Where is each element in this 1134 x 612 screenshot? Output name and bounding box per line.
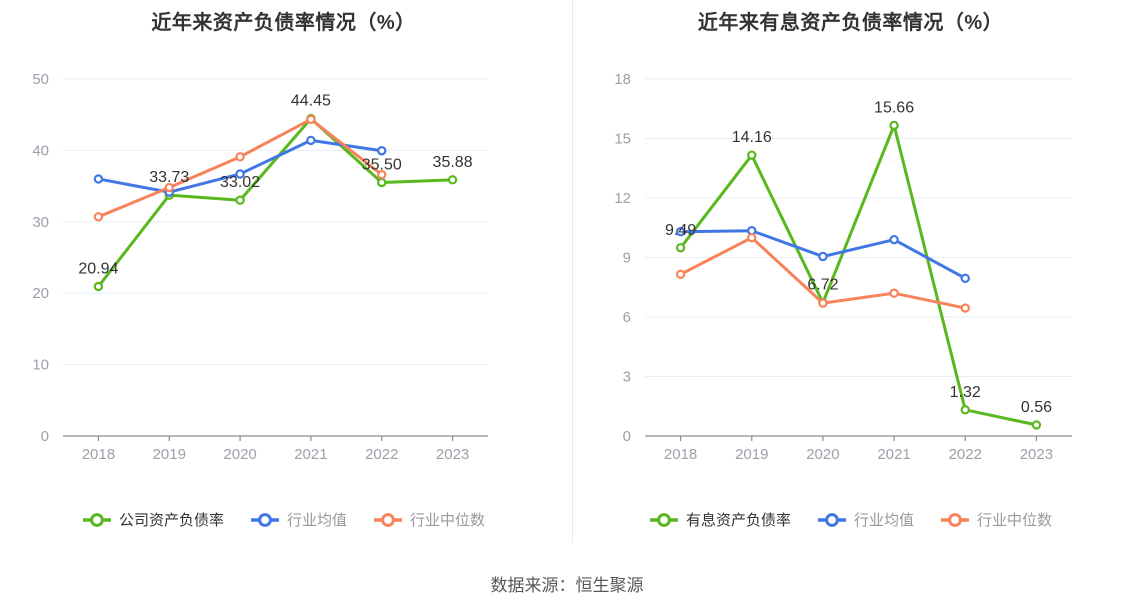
- svg-text:2019: 2019: [735, 446, 768, 463]
- line-marker-icon: [250, 512, 279, 527]
- data-source: 数据来源：恒生聚源: [490, 576, 644, 595]
- svg-text:9.49: 9.49: [665, 222, 696, 239]
- svg-text:0: 0: [623, 428, 631, 445]
- asset-liability-ratio-chart: 0 10 20 30 40 50 2018 2019 2020 2021 2022 2023 20.94…: [32, 71, 488, 463]
- svg-text:2023: 2023: [1020, 446, 1053, 463]
- svg-text:20.94: 20.94: [78, 260, 118, 277]
- legend-label: 公司资产负债率: [118, 512, 224, 529]
- svg-text:33.02: 33.02: [220, 174, 260, 191]
- legend-item-industry-average[interactable]: 行业均值: [250, 509, 347, 530]
- legend-item-interest-ratio[interactable]: 有息资产负债率: [649, 509, 791, 530]
- legend-item-industry-median[interactable]: 行业中位数: [940, 509, 1052, 530]
- svg-text:0: 0: [41, 428, 49, 445]
- svg-text:15.66: 15.66: [874, 99, 914, 116]
- legend-label: 行业中位数: [977, 512, 1053, 529]
- legend-item-industry-median[interactable]: 行业中位数: [373, 509, 485, 530]
- svg-text:2022: 2022: [949, 446, 982, 463]
- line-marker-icon: [649, 512, 678, 527]
- svg-text:2018: 2018: [82, 446, 115, 463]
- chart-legend-right: 有息资产负债率 行业均值 行业中位数: [567, 509, 1134, 530]
- svg-text:33.73: 33.73: [149, 169, 189, 186]
- svg-text:35.88: 35.88: [433, 154, 473, 171]
- interest-bearing-ratio-panel: 近年来有息资产负债率情况（%） 0 3 6 9 12 15 18 2018 2019 2020 20…: [567, 0, 1134, 548]
- svg-text:10: 10: [32, 357, 49, 374]
- chart-legend-left: 公司资产负债率 行业均值 行业中位数: [0, 509, 567, 530]
- svg-text:2019: 2019: [153, 446, 186, 463]
- svg-text:2020: 2020: [806, 446, 839, 463]
- svg-text:14.16: 14.16: [732, 129, 772, 146]
- line-marker-icon: [817, 512, 846, 527]
- svg-text:2020: 2020: [223, 446, 256, 463]
- chart-title-left: 近年来资产负债率情况（%）: [151, 12, 416, 34]
- svg-text:2021: 2021: [294, 446, 327, 463]
- svg-text:6: 6: [623, 309, 631, 326]
- legend-label: 行业中位数: [410, 512, 486, 529]
- line-marker-icon: [82, 512, 111, 527]
- legend-label: 有息资产负债率: [685, 512, 791, 529]
- svg-text:30: 30: [32, 214, 49, 231]
- svg-text:2021: 2021: [877, 446, 910, 463]
- svg-text:50: 50: [32, 71, 49, 88]
- svg-text:18: 18: [614, 71, 631, 88]
- legend-label: 行业均值: [286, 512, 347, 529]
- line-marker-icon: [374, 512, 402, 527]
- interest-bearing-ratio-chart: 0 3 6 9 12 15 18 2018 2019 2020 2021 2022 2023 9.49 14…: [614, 71, 1072, 463]
- svg-text:35.50: 35.50: [362, 157, 402, 174]
- svg-text:44.45: 44.45: [291, 93, 331, 110]
- svg-text:6.72: 6.72: [807, 277, 838, 294]
- svg-text:0.56: 0.56: [1021, 399, 1052, 416]
- svg-text:15: 15: [614, 131, 631, 148]
- legend-item-industry-average[interactable]: 行业均值: [817, 509, 914, 530]
- panel-divider: [572, 0, 573, 543]
- svg-text:20: 20: [32, 285, 49, 302]
- svg-text:12: 12: [614, 190, 631, 207]
- svg-text:9: 9: [623, 250, 631, 267]
- chart-title-right: 近年来有息资产负债率情况（%）: [697, 12, 1004, 34]
- svg-text:40: 40: [32, 142, 49, 159]
- svg-text:2018: 2018: [664, 446, 697, 463]
- legend-item-company-ratio[interactable]: 公司资产负债率: [82, 509, 224, 530]
- charts-row: 近年来资产负债率情况（%） 0 10 20 30 40 50 2018 2019 2020 202…: [0, 0, 1134, 548]
- svg-text:1.32: 1.32: [950, 384, 981, 401]
- line-marker-icon: [941, 512, 969, 527]
- svg-text:3: 3: [623, 369, 631, 386]
- svg-text:2023: 2023: [436, 446, 469, 463]
- legend-label: 行业均值: [853, 512, 914, 529]
- svg-text:2022: 2022: [365, 446, 398, 463]
- asset-liability-ratio-panel: 近年来资产负债率情况（%） 0 10 20 30 40 50 2018 2019 2020 202…: [0, 0, 567, 548]
